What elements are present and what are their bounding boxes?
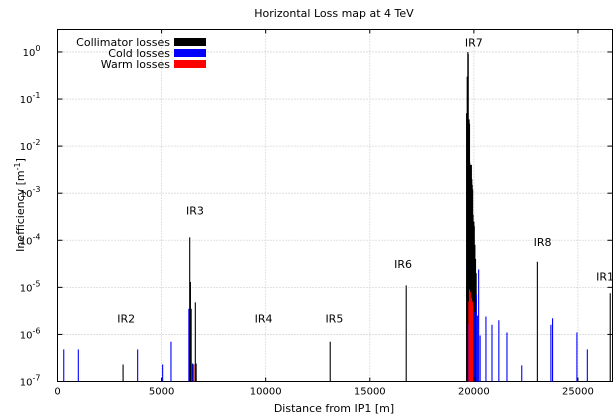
- ir-label: IR8: [534, 236, 552, 249]
- y-tick-label: 10-5: [20, 279, 41, 294]
- y-axis-title-main: Inefficiency [m: [14, 170, 27, 252]
- y-tick-base: 10: [20, 378, 33, 389]
- y-tick-base: 10: [23, 48, 36, 59]
- ir-labels: IR2 IR3 IR4 IR5 IR6 IR7 IR8 IR1: [117, 37, 613, 326]
- ir-label: IR1: [596, 270, 613, 283]
- y-tick-exponent: -7: [33, 374, 41, 383]
- plot-frame: [57, 29, 613, 382]
- y-axis-title-end: ]: [14, 158, 27, 162]
- y-tick-label: 10-6: [20, 326, 41, 341]
- y-tick-exponent: -4: [33, 232, 41, 241]
- x-tick-label: 20000: [458, 387, 490, 398]
- y-tick-base: 10: [20, 189, 33, 200]
- y-axis-title: Inefficiency [m-1]: [13, 158, 27, 252]
- y-tick-label: 10-3: [20, 185, 41, 200]
- ir-label: IR3: [186, 205, 204, 218]
- y-tick-exponent: -1: [33, 91, 41, 100]
- legend-label-collimator: Collimator losses: [76, 36, 170, 49]
- y-tick-exponent: -2: [33, 138, 41, 147]
- legend: Collimator losses Cold losses Warm losse…: [76, 36, 206, 71]
- x-tick-label: 5000: [149, 387, 174, 398]
- legend-label-warm: Warm losses: [101, 58, 170, 71]
- ir-label: IR4: [255, 312, 273, 325]
- ir-label: IR2: [117, 312, 135, 325]
- legend-swatch-collimator: [174, 38, 206, 46]
- y-tick-label: 100: [23, 44, 41, 59]
- legend-label-cold: Cold losses: [108, 47, 170, 60]
- y-tick-base: 10: [20, 283, 33, 294]
- legend-swatch-cold: [174, 49, 206, 57]
- y-axis-title-sup: -1: [13, 162, 22, 170]
- ir-label: IR6: [394, 258, 412, 271]
- x-tick-label: 10000: [250, 387, 282, 398]
- x-tick-label: 25000: [562, 387, 594, 398]
- chart-title: Horizontal Loss map at 4 TeV: [254, 7, 414, 20]
- y-tick-label: 10-2: [20, 138, 41, 153]
- y-tick-base: 10: [20, 95, 33, 106]
- x-tick-label: 0: [54, 387, 60, 398]
- ir-label: IR5: [325, 312, 343, 325]
- y-tick-base: 10: [20, 142, 33, 153]
- y-tick-exponent: -5: [33, 279, 41, 288]
- y-tick-exponent: -3: [33, 185, 41, 194]
- y-tick-base: 10: [20, 330, 33, 341]
- y-tick-exponent: -6: [33, 326, 41, 335]
- loss-bars: [63, 51, 611, 382]
- axis-ticks: 0 5000 10000 15000 20000 2500010-710-610-510-…: [20, 29, 613, 398]
- x-axis-title: Distance from IP1 [m]: [274, 402, 394, 415]
- ir-label: IR7: [465, 37, 483, 50]
- grid-lines: [57, 29, 613, 382]
- y-tick-label: 10-1: [20, 91, 41, 106]
- y-tick-label: 10-4: [20, 232, 41, 247]
- legend-swatch-warm: [174, 60, 206, 68]
- x-tick-label: 15000: [354, 387, 386, 398]
- y-tick-label: 10-7: [20, 374, 41, 389]
- y-tick-exponent: 0: [35, 44, 40, 53]
- y-tick-base: 10: [20, 236, 33, 247]
